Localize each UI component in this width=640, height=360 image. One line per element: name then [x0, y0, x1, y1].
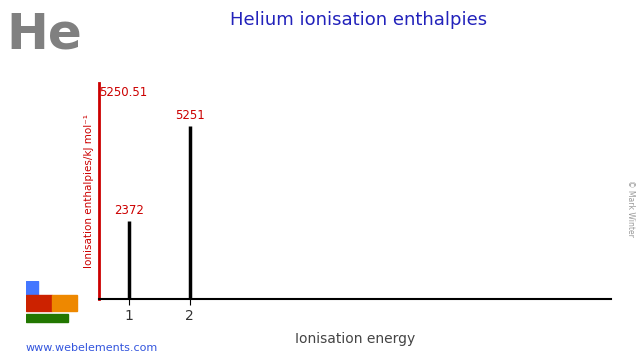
Bar [26, 314, 68, 322]
Text: He: He [6, 11, 82, 59]
Text: © Mark Winter: © Mark Winter [626, 180, 635, 237]
Y-axis label: Ionisation enthalpies/kJ mol⁻¹: Ionisation enthalpies/kJ mol⁻¹ [84, 114, 93, 268]
Text: 5250.51: 5250.51 [99, 86, 147, 99]
Bar [26, 281, 38, 295]
Bar [26, 295, 52, 311]
Bar [52, 295, 77, 311]
Text: www.webelements.com: www.webelements.com [26, 343, 158, 353]
X-axis label: Ionisation energy: Ionisation energy [295, 332, 415, 346]
Text: Helium ionisation enthalpies: Helium ionisation enthalpies [230, 11, 487, 29]
Text: 5251: 5251 [175, 109, 204, 122]
Text: 2372: 2372 [115, 204, 144, 217]
